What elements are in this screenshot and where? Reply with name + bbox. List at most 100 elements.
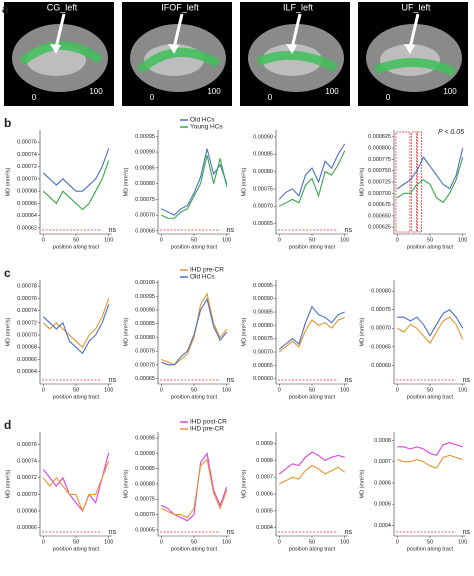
y-tick-label: 0.00080 xyxy=(253,169,273,175)
y-tick-label: 0.00072 xyxy=(17,475,37,481)
y-tick-label: 0.00070 xyxy=(17,492,37,498)
series-line xyxy=(161,292,228,366)
tract-end: 100 xyxy=(325,87,339,96)
y-tick-label: 0.0007 xyxy=(256,475,273,481)
y-tick-label: 0.00065 xyxy=(135,527,155,533)
y-tick-label: 0.00064 xyxy=(17,369,37,375)
x-tick-label: 50 xyxy=(191,237,197,243)
y-tick-label: 0.00070 xyxy=(17,176,37,182)
y-tick-label: 0.00080 xyxy=(135,181,155,187)
series-line xyxy=(396,147,464,190)
panel-label: d xyxy=(4,418,11,432)
series-line xyxy=(396,316,464,345)
tract-name: IFOF_left xyxy=(161,2,199,12)
y-tick-label: 0.00070 xyxy=(135,512,155,518)
arrow xyxy=(54,13,66,49)
x-tick-label: 100 xyxy=(222,539,231,545)
y-tick-label: 0.00085 xyxy=(135,165,155,171)
x-tick-label: 100 xyxy=(458,237,467,243)
y-tick-label: 0.00085 xyxy=(253,309,273,315)
annotation: ns xyxy=(345,227,353,234)
x-axis-label: position along tract xyxy=(407,394,454,400)
y-axis-label: MD (mm²/s) xyxy=(359,469,365,498)
tract-end: 100 xyxy=(89,87,103,96)
annotation: ns xyxy=(109,377,117,384)
series-line xyxy=(161,297,228,366)
y-tick-label: 0.0005 xyxy=(374,502,391,508)
x-tick-label: 100 xyxy=(222,387,231,393)
y-axis-label: MD (mm²/s) xyxy=(123,167,129,196)
x-axis-label: position along tract xyxy=(53,546,100,552)
x-tick-label: 100 xyxy=(104,237,113,243)
annotation: ns xyxy=(345,529,353,536)
series-line xyxy=(42,160,110,211)
y-tick-label: 0.00064 xyxy=(17,213,37,219)
arrow-head xyxy=(168,44,179,54)
y-tick-label: 0.00078 xyxy=(17,284,37,290)
y-axis-label: MD (mm²/s) xyxy=(123,469,129,498)
y-tick-label: 0.00075 xyxy=(371,307,391,313)
y-tick-label: 0.00090 xyxy=(253,134,273,140)
x-tick-label: 50 xyxy=(73,237,79,243)
y-tick-label: 0.00066 xyxy=(17,357,37,363)
y-tick-label: 0.00075 xyxy=(135,349,155,355)
x-axis-label: position along tract xyxy=(407,244,454,250)
arrow xyxy=(290,13,302,49)
y-tick-label: 0.00070 xyxy=(17,333,37,339)
y-tick-label: 0.00085 xyxy=(135,321,155,327)
tract-end: 100 xyxy=(443,87,457,96)
y-tick-label: 0.0006 xyxy=(374,480,391,486)
annotation: ns xyxy=(109,227,117,234)
y-tick-label: 0.00076 xyxy=(17,442,37,448)
y-tick-label: 0.00072 xyxy=(17,164,37,170)
x-tick-label: 50 xyxy=(427,387,433,393)
arrow-head xyxy=(286,44,297,54)
x-tick-label: 0 xyxy=(278,539,281,545)
x-tick-label: 50 xyxy=(427,237,433,243)
series-line xyxy=(278,451,345,475)
x-tick-label: 0 xyxy=(160,237,163,243)
x-axis-label: position along tract xyxy=(171,394,218,400)
y-tick-label: 0.00085 xyxy=(253,152,273,158)
y-tick-label: 0.00060 xyxy=(253,376,273,382)
y-axis-label: MD (mm²/s) xyxy=(5,317,11,346)
y-axis-label: MD (mm²/s) xyxy=(241,469,247,498)
arrow-head xyxy=(404,44,415,54)
x-tick-label: 50 xyxy=(191,387,197,393)
y-tick-label: 0.00065 xyxy=(253,221,273,227)
y-tick-label: 0.00065 xyxy=(135,376,155,382)
y-tick-label: 0.00070 xyxy=(135,362,155,368)
series-line xyxy=(278,143,346,200)
y-tick-label: 0.00076 xyxy=(17,140,37,146)
y-axis-label: MD (mm²/s) xyxy=(359,167,365,196)
annotation: ns xyxy=(345,377,353,384)
x-tick-label: 50 xyxy=(73,539,79,545)
series-line xyxy=(42,452,110,513)
x-tick-label: 100 xyxy=(104,539,113,545)
y-tick-label: 0.000700 xyxy=(368,191,391,197)
y-tick-label: 0.00100 xyxy=(135,280,155,286)
series-line xyxy=(42,148,110,192)
annotation: P < 0.05 xyxy=(438,129,464,136)
tract xyxy=(137,47,221,74)
x-tick-label: 0 xyxy=(278,387,281,393)
y-tick-label: 0.000800 xyxy=(368,146,391,152)
y-tick-label: 0.000675 xyxy=(368,202,391,208)
panel-label: c xyxy=(4,266,11,280)
series-line xyxy=(278,305,345,350)
x-tick-label: 100 xyxy=(222,237,231,243)
y-tick-label: 0.00074 xyxy=(17,308,37,314)
tract-name: ILF_left xyxy=(283,2,314,12)
y-axis-label: MD (mm²/s) xyxy=(5,167,11,196)
y-tick-label: 0.000825 xyxy=(368,134,391,140)
series-line xyxy=(278,316,345,353)
y-tick-label: 0.00080 xyxy=(253,323,273,329)
y-tick-label: 0.00074 xyxy=(17,459,37,465)
arrow xyxy=(172,13,184,49)
y-tick-label: 0.00095 xyxy=(135,294,155,300)
x-tick-label: 50 xyxy=(309,387,315,393)
y-tick-label: 0.00068 xyxy=(17,345,37,351)
series-line xyxy=(42,298,110,349)
x-tick-label: 0 xyxy=(42,237,45,243)
